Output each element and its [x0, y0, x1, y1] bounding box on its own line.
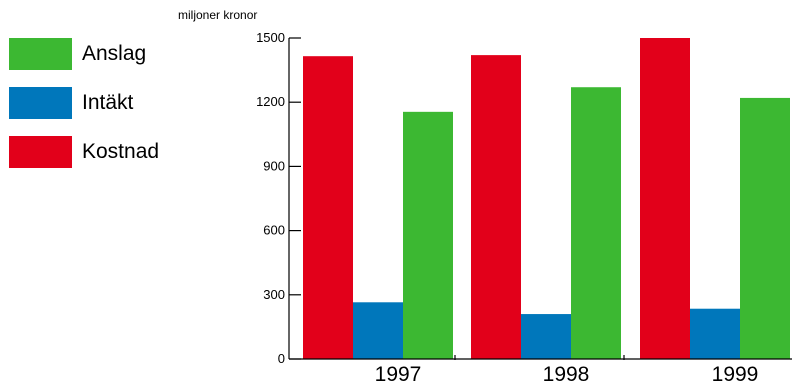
x-tick-label-1998: 1998 [543, 363, 590, 383]
legend-swatch-anslag [9, 38, 72, 70]
legend-item-anslag: Anslag [9, 38, 159, 70]
bar-anslag-1997 [403, 111, 453, 359]
legend-item-intakt: Intäkt [9, 87, 159, 119]
bar-anslag-1998 [571, 87, 621, 359]
bar-kostnad-1997 [303, 56, 353, 359]
bar-kostnad-1999 [640, 38, 690, 359]
legend-item-kostnad: Kostnad [9, 136, 159, 168]
bar-intkt-1998 [521, 314, 571, 359]
bar-kostnad-1998 [471, 55, 521, 360]
y-tick-label-300: 300 [263, 287, 285, 302]
legend-label-intakt: Intäkt [82, 91, 134, 114]
x-tick-label-1997: 1997 [375, 363, 422, 383]
y-tick-label-1200: 1200 [256, 94, 285, 109]
legend: Anslag Intäkt Kostnad [9, 38, 159, 185]
y-tick-label-600: 600 [263, 223, 285, 238]
legend-label-kostnad: Kostnad [82, 140, 160, 163]
bar-anslag-1999 [740, 97, 790, 360]
legend-swatch-intakt [9, 87, 72, 119]
y-axis-unit-label: miljoner kronor [178, 8, 258, 22]
y-tick-label-1500: 1500 [256, 30, 285, 45]
legend-label-anslag: Anslag [82, 42, 147, 65]
x-tick-label-1999: 1999 [712, 363, 759, 383]
bar-intkt-1997 [353, 302, 403, 359]
bar-intkt-1999 [690, 308, 740, 359]
y-tick-label-0: 0 [278, 351, 285, 366]
legend-swatch-kostnad [9, 136, 72, 168]
y-tick-label-900: 900 [263, 158, 285, 173]
